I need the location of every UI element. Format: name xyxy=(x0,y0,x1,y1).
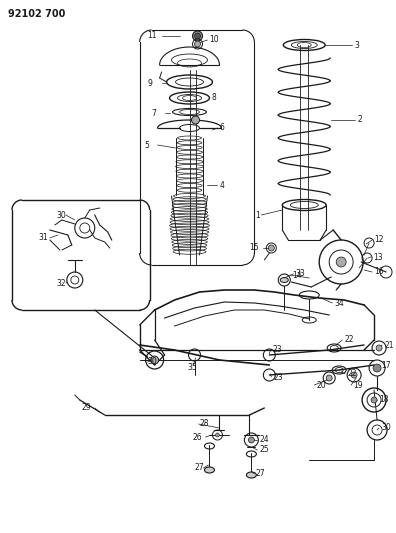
Text: 35: 35 xyxy=(188,364,197,373)
Text: 19: 19 xyxy=(353,381,363,390)
Text: 2: 2 xyxy=(357,116,362,125)
Text: 27: 27 xyxy=(255,470,265,479)
Text: 17: 17 xyxy=(381,360,391,369)
Text: 21: 21 xyxy=(384,341,394,350)
Text: 10: 10 xyxy=(209,36,219,44)
Circle shape xyxy=(192,31,202,41)
Text: 18: 18 xyxy=(379,395,388,405)
Circle shape xyxy=(248,437,254,443)
Text: 7: 7 xyxy=(152,109,156,117)
Text: 92102 700: 92102 700 xyxy=(8,9,65,19)
Text: 30: 30 xyxy=(148,358,157,367)
Circle shape xyxy=(376,345,382,351)
Circle shape xyxy=(371,397,377,403)
Text: 28: 28 xyxy=(200,419,209,429)
Text: 5: 5 xyxy=(145,141,150,149)
Ellipse shape xyxy=(280,278,288,282)
Text: 32: 32 xyxy=(57,279,67,287)
Text: 12: 12 xyxy=(374,236,384,245)
Text: 1: 1 xyxy=(255,211,260,220)
Text: 31: 31 xyxy=(38,233,48,243)
Text: 16: 16 xyxy=(374,268,384,277)
Circle shape xyxy=(215,433,219,437)
Text: 30: 30 xyxy=(381,424,391,432)
Text: 14: 14 xyxy=(292,271,302,279)
Text: 23: 23 xyxy=(273,373,283,382)
Text: 9: 9 xyxy=(148,78,152,87)
Text: 15: 15 xyxy=(249,244,259,253)
Circle shape xyxy=(326,375,332,381)
Text: 26: 26 xyxy=(192,432,202,441)
Circle shape xyxy=(268,245,274,251)
Text: 29: 29 xyxy=(82,403,91,413)
Ellipse shape xyxy=(246,472,256,478)
Text: 23: 23 xyxy=(272,345,282,354)
Text: 3: 3 xyxy=(354,41,359,50)
Text: 22: 22 xyxy=(347,369,357,378)
Ellipse shape xyxy=(204,467,215,473)
Text: 20: 20 xyxy=(316,381,326,390)
Text: 8: 8 xyxy=(211,93,216,102)
Text: 30: 30 xyxy=(57,211,67,220)
Text: 34: 34 xyxy=(334,298,344,308)
Text: 13: 13 xyxy=(373,253,383,262)
Text: 24: 24 xyxy=(259,435,269,445)
Circle shape xyxy=(351,372,357,378)
Text: 22: 22 xyxy=(344,335,354,344)
Text: 4: 4 xyxy=(219,181,224,190)
Text: 33: 33 xyxy=(295,270,305,279)
Circle shape xyxy=(336,257,346,267)
Circle shape xyxy=(192,116,200,124)
Text: 11: 11 xyxy=(148,31,157,41)
Text: 6: 6 xyxy=(219,124,224,133)
Circle shape xyxy=(150,356,159,364)
Text: 27: 27 xyxy=(194,464,204,472)
Circle shape xyxy=(194,33,200,39)
Text: 25: 25 xyxy=(259,446,269,455)
Circle shape xyxy=(373,364,381,372)
Circle shape xyxy=(194,41,200,47)
